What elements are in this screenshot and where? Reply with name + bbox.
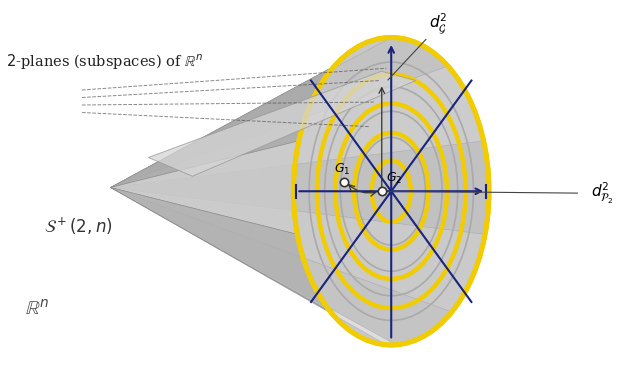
Polygon shape: [110, 66, 334, 188]
Polygon shape: [110, 141, 489, 234]
Text: $\mathbb{R}^n$: $\mathbb{R}^n$: [25, 299, 50, 319]
Polygon shape: [110, 188, 485, 312]
Text: $\mathcal{S}^+(2, n)$: $\mathcal{S}^+(2, n)$: [44, 216, 113, 237]
Polygon shape: [148, 71, 416, 176]
Text: $G_2$: $G_2$: [386, 171, 403, 186]
Text: $d^2_{\mathcal{P}_2}$: $d^2_{\mathcal{P}_2}$: [591, 181, 614, 206]
Polygon shape: [110, 141, 299, 234]
Polygon shape: [110, 66, 483, 188]
Polygon shape: [110, 188, 386, 345]
Polygon shape: [110, 38, 391, 188]
Text: $2$-planes (subspaces) of $\mathbb{R}^n$: $2$-planes (subspaces) of $\mathbb{R}^n$: [6, 53, 203, 72]
Polygon shape: [110, 188, 331, 312]
Polygon shape: [110, 188, 452, 345]
Text: $d^2_{\mathcal{G}}$: $d^2_{\mathcal{G}}$: [429, 12, 448, 37]
Text: $G_1$: $G_1$: [334, 162, 350, 177]
Ellipse shape: [293, 38, 489, 345]
Polygon shape: [110, 38, 448, 188]
